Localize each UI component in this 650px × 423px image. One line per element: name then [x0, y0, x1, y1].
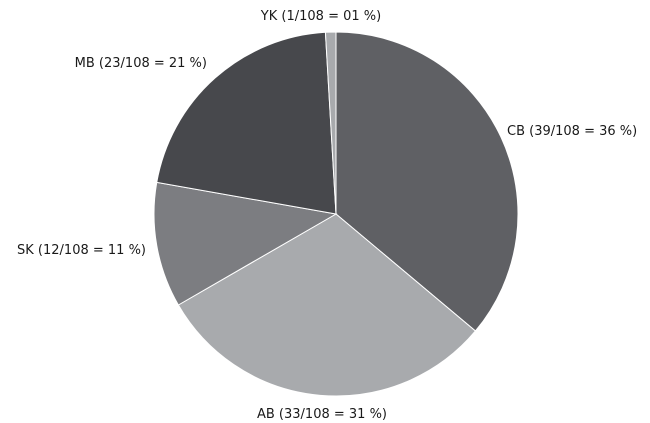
- slice-label-yk: YK (1/108 = 01 %): [260, 9, 381, 24]
- pie-slice-cb: [335, 31, 519, 332]
- slice-label-mb: MB (23/108 = 21 %): [75, 56, 207, 71]
- pie-slice-ab: [177, 213, 477, 397]
- slice-label-sk: SK (12/108 = 11 %): [17, 243, 146, 258]
- pie-slices: [153, 31, 519, 397]
- slice-label-cb: CB (39/108 = 36 %): [507, 124, 637, 139]
- pie-slice-sk: [153, 181, 338, 306]
- pie-labels: CB (39/108 = 36 %) AB (33/108 = 31 %) SK…: [17, 9, 637, 422]
- pie-slice-yk: [324, 31, 337, 215]
- pie-slice-mb: [156, 31, 337, 215]
- slice-label-ab: AB (33/108 = 31 %): [257, 407, 387, 422]
